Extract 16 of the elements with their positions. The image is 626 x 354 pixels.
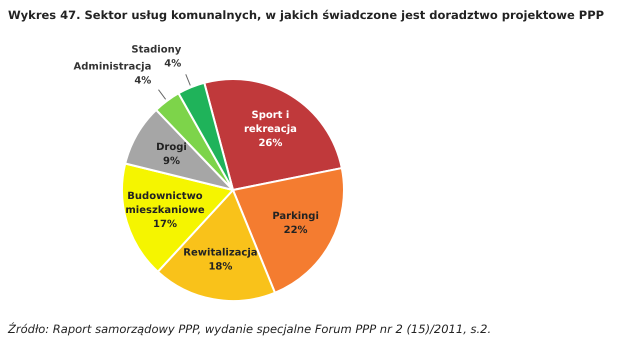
text: Źródło: Raport samorządowy PPP, wydanie specjalne Forum PPP nr 2 (15)/2011, s.2. [8,322,492,336]
data-label: 4% [134,76,152,87]
slice-label: Administracja [74,62,152,73]
data-label: 4% [164,58,182,70]
slice-label: Drogi [156,142,187,154]
slice-label: Rewitalizacja [183,248,258,259]
data-label: 22% [284,225,308,236]
data-label: 17% [153,219,177,230]
data-label: 26% [258,138,282,150]
slice-label: Parkingi [272,211,319,222]
data-label: 9% [162,156,180,168]
slice-label: Sport i rekreacja [244,110,297,136]
chart-title: Wykres 47. Sektor usług komunalnych, w jakich świadczone jest doradztwo projektowe PPP [8,8,604,22]
slice-label: Budownictwo mieszkaniowe [125,191,205,216]
data-label: 18% [208,262,232,273]
slice-label: Stadiony [131,44,182,56]
